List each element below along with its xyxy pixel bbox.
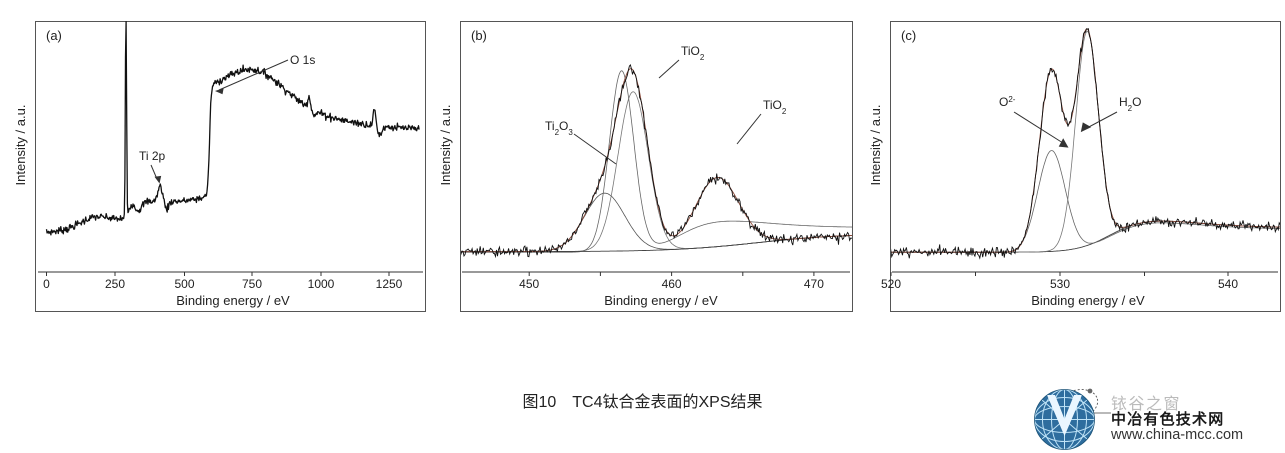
svg-text:TiO2: TiO2 [681, 44, 705, 62]
svg-text:Binding energy / eV: Binding energy / eV [1031, 293, 1145, 308]
svg-text:Ti 2p: Ti 2p [139, 149, 166, 163]
svg-text:530: 530 [1050, 277, 1070, 291]
svg-text:750: 750 [242, 277, 262, 291]
svg-text:460: 460 [662, 277, 682, 291]
svg-text:O2-: O2- [999, 95, 1016, 110]
svg-text:O 1s: O 1s [290, 53, 315, 67]
svg-text:500: 500 [174, 277, 194, 291]
svg-text:520: 520 [881, 277, 901, 291]
svg-text:Binding energy / eV: Binding energy / eV [176, 293, 290, 308]
svg-text:Ti2O3: Ti2O3 [545, 119, 573, 137]
svg-text:Binding energy / eV: Binding energy / eV [604, 293, 718, 308]
svg-text:中冶有色技术网: 中冶有色技术网 [1111, 410, 1224, 428]
svg-text:1000: 1000 [308, 277, 335, 291]
svg-text:www.china-mcc.com: www.china-mcc.com [1110, 427, 1243, 443]
svg-text:H2O: H2O [1119, 95, 1141, 113]
svg-text:1250: 1250 [376, 277, 403, 291]
svg-text:470: 470 [804, 277, 824, 291]
svg-text:0: 0 [43, 277, 50, 291]
svg-text:TiO2: TiO2 [763, 98, 787, 116]
svg-text:540: 540 [1218, 277, 1238, 291]
svg-text:450: 450 [519, 277, 539, 291]
svg-text:250: 250 [105, 277, 125, 291]
